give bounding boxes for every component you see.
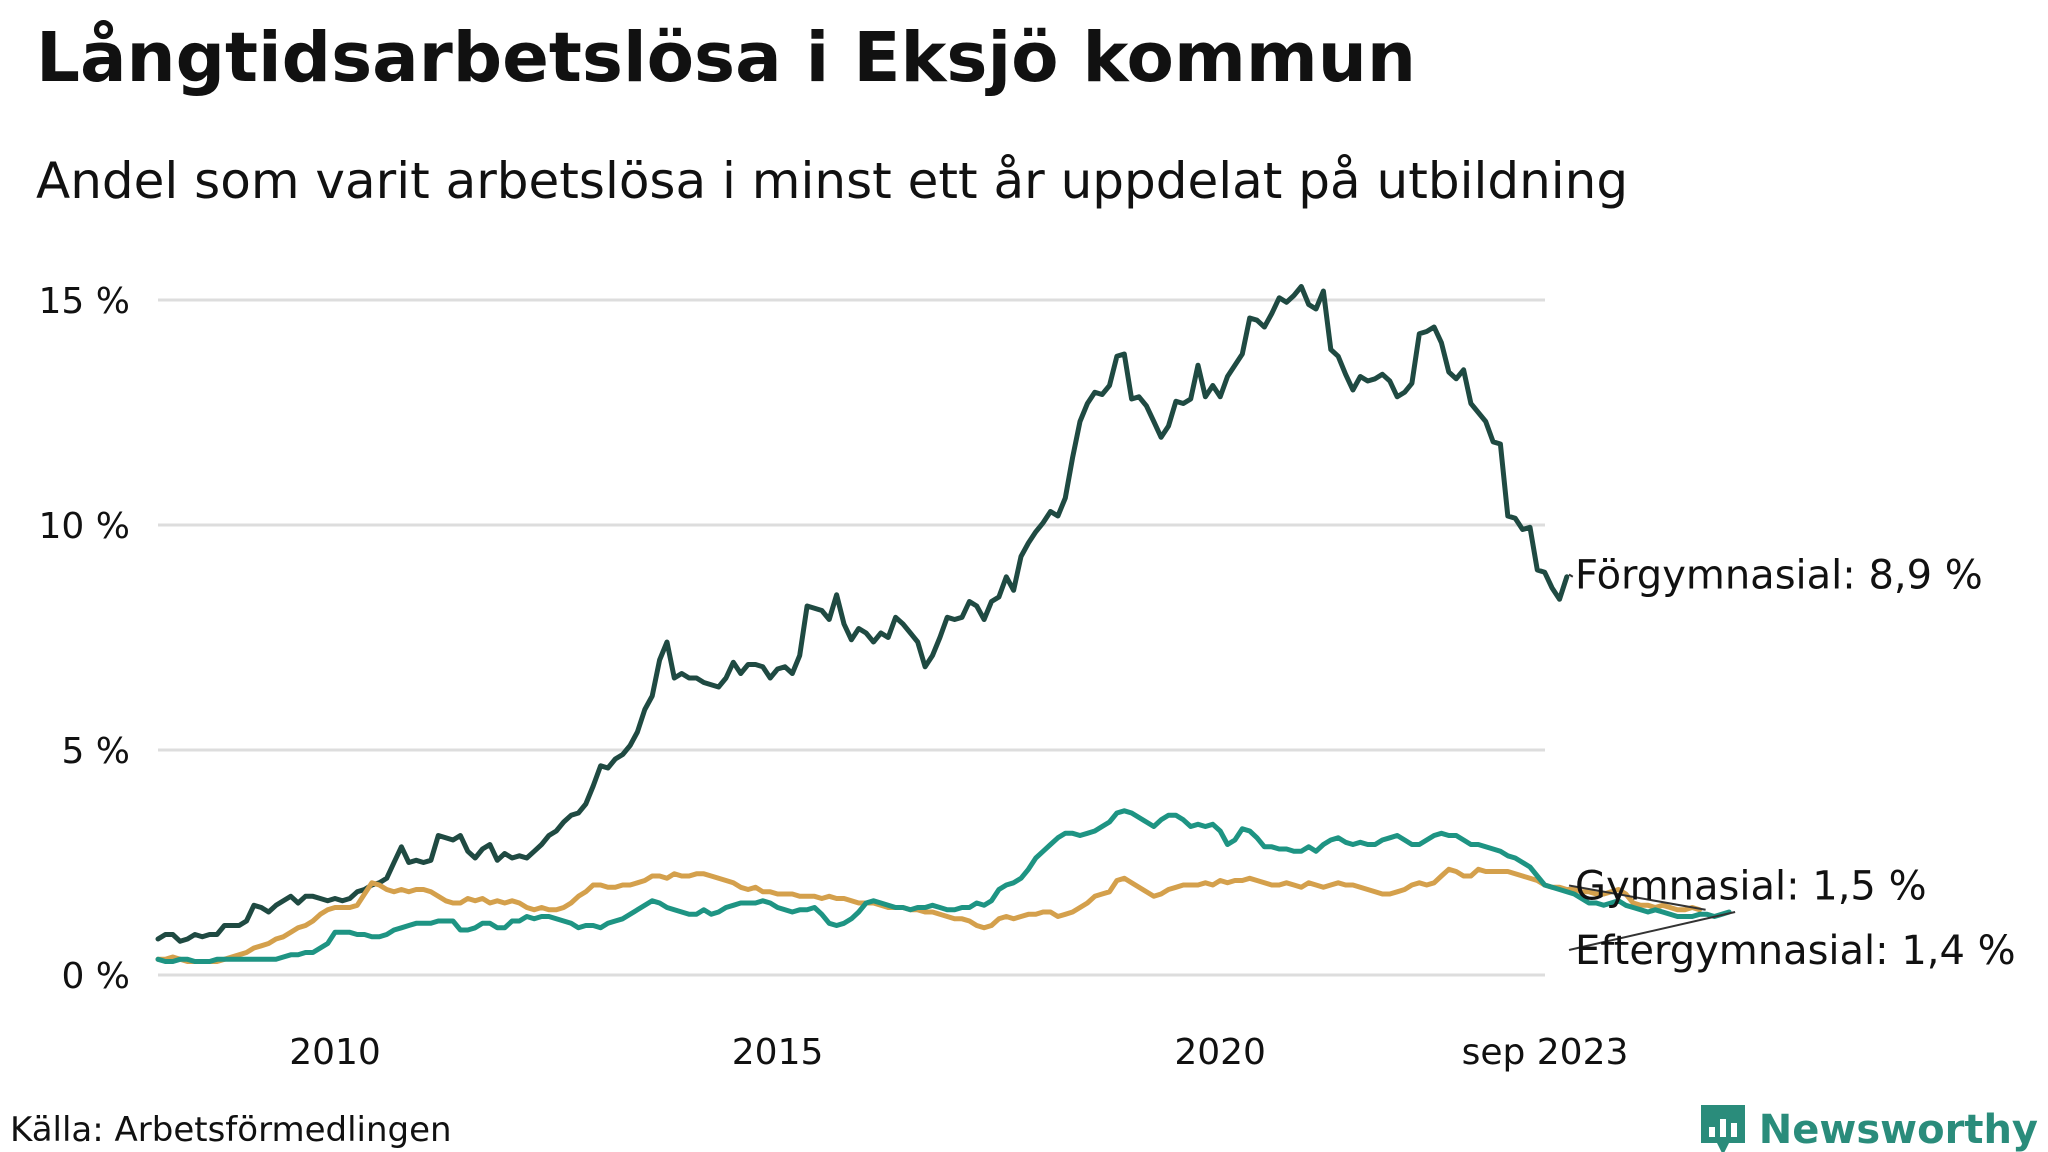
chart-subtitle: Andel som varit arbetslösa i minst ett å… [36,152,1629,210]
series-lines [155,284,1732,964]
line-chart: 0 % 5 % 10 % 15 % 2010 2015 2020 sep 2023 Förg… [39,281,2016,1073]
y-tick-label: 5 % [61,731,130,772]
series-line-förgymnasial [155,284,1570,944]
x-tick-label: 2015 [732,1032,824,1073]
series-line-gymnasial [155,866,1703,964]
newsworthy-logo-icon [1700,1105,1745,1152]
brand[interactable]: Newsworthy [1697,1100,2038,1152]
end-labels: Förgymnasial: 8,9 % Gymnasial: 1,5 % Efter… [1568,553,2016,974]
brand-name: Newsworthy [1758,1107,2038,1152]
series-end-label: Gymnasial: 1,5 % [1575,864,1927,910]
x-tick-label: sep 2023 [1462,1032,1629,1073]
source-note: Källa: Arbetsförmedlingen [10,1110,452,1150]
x-tick-label: 2010 [289,1032,381,1073]
y-tick-label: 15 % [39,281,130,322]
x-tick-label: 2020 [1174,1032,1266,1073]
chart-title: Långtidsarbetslösa i Eksjö kommun [36,18,1416,98]
y-tick-label: 10 % [39,506,130,547]
y-axis-ticks: 0 % 5 % 10 % 15 % [39,281,130,997]
y-tick-label: 0 % [61,956,130,997]
x-axis-ticks: 2010 2015 2020 sep 2023 [289,1032,1628,1073]
series-end-label: Eftergymnasial: 1,4 % [1575,928,2016,974]
leader-line [1568,911,1736,951]
gridlines [158,298,1545,977]
leader-line [1568,884,1706,911]
leader-line [1568,573,1574,578]
series-end-label: Förgymnasial: 8,9 % [1575,553,1983,599]
series-line-eftergymnasial [155,808,1732,964]
